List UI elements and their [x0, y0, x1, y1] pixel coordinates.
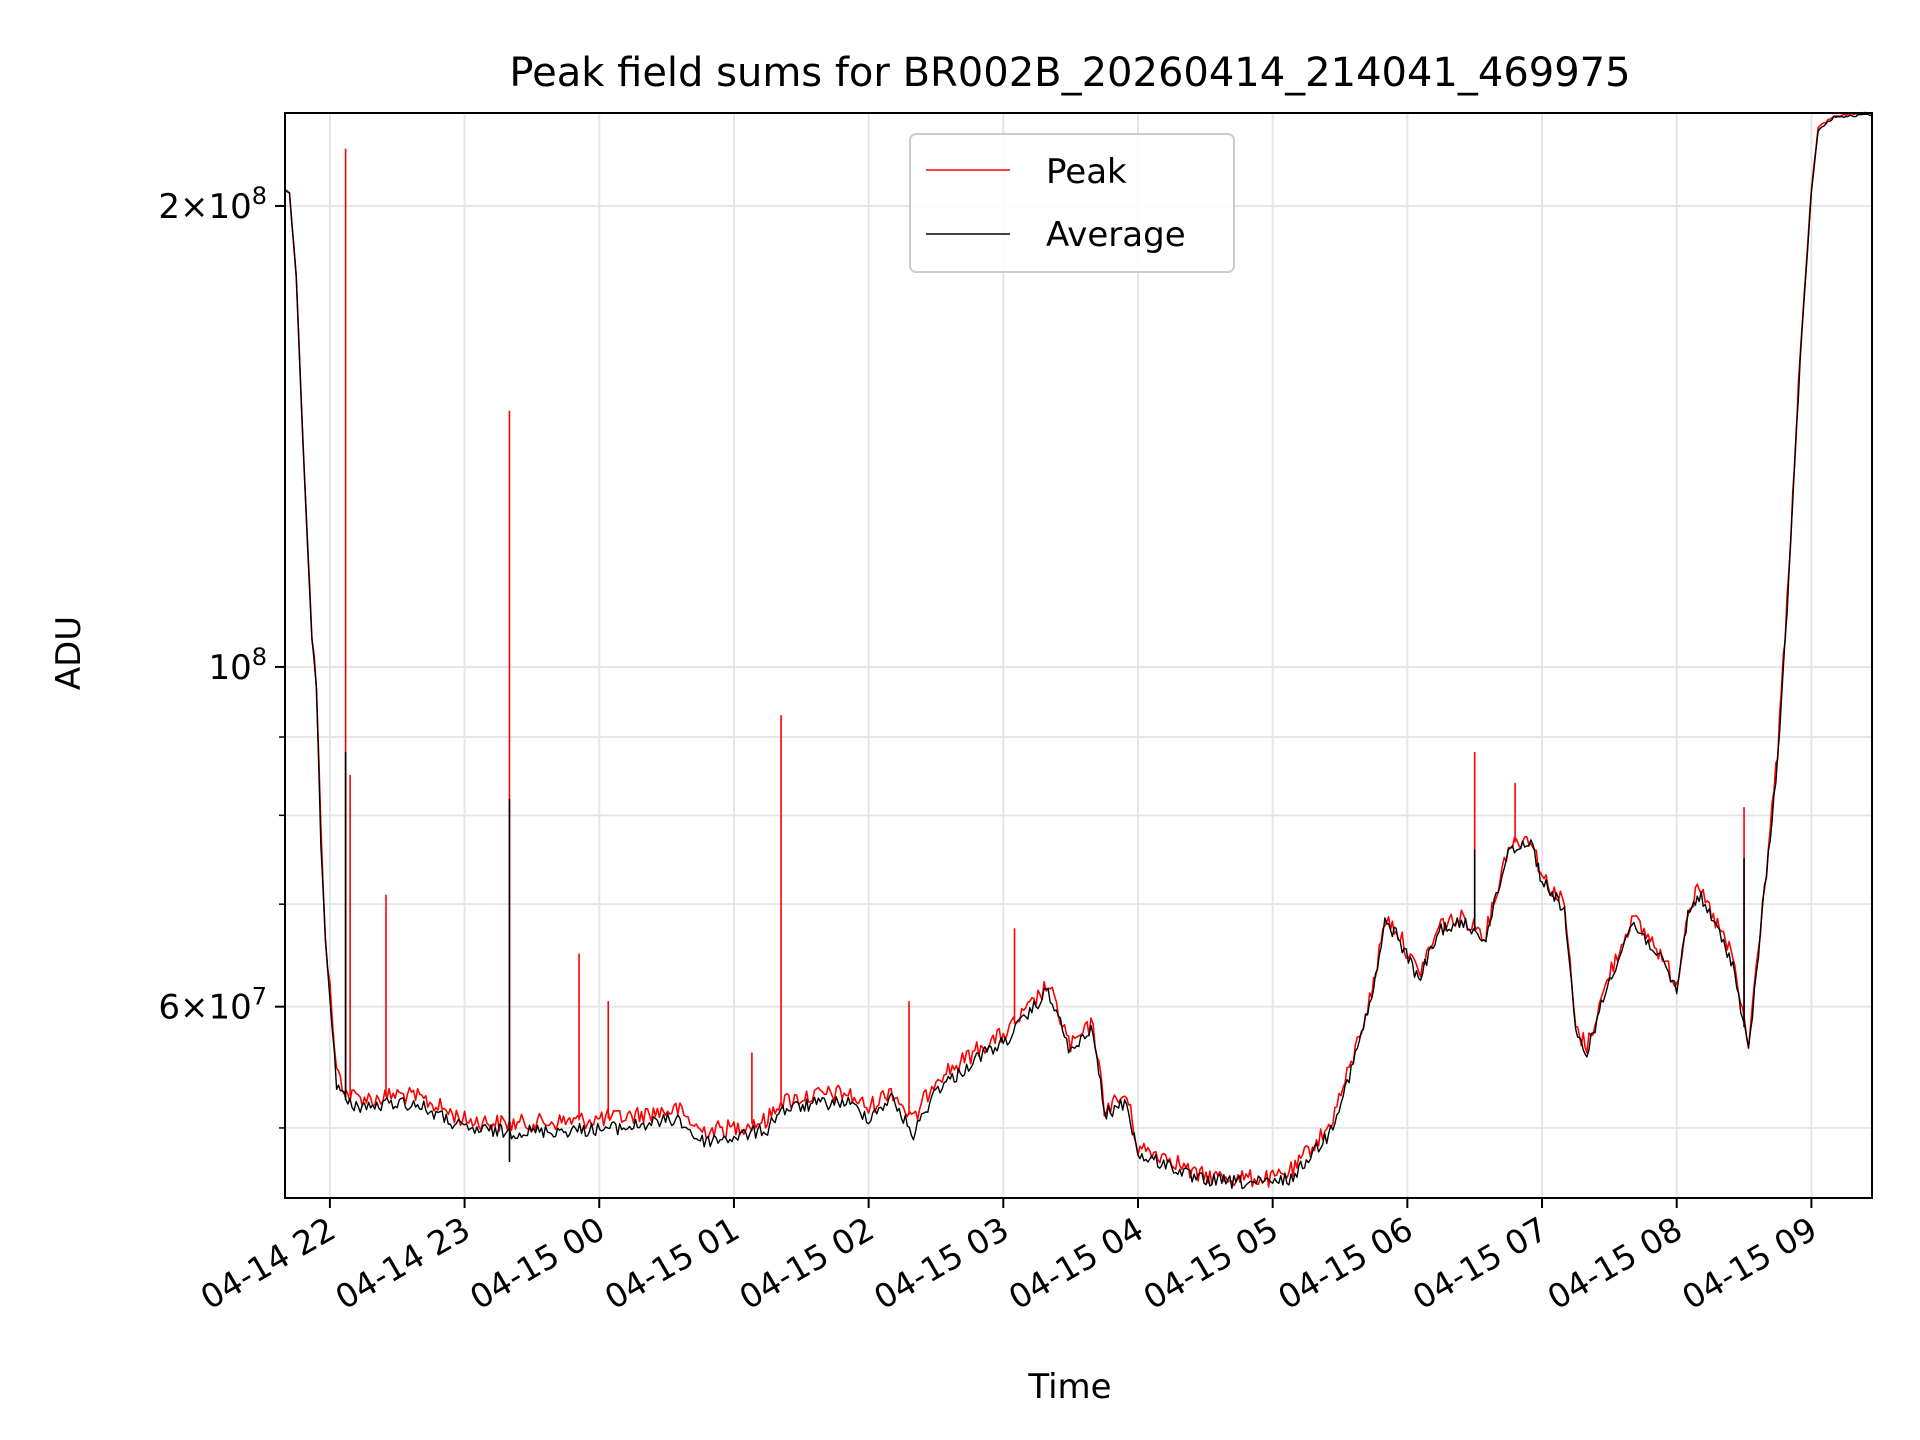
legend: Peak Average — [909, 133, 1235, 273]
y-tick-label: 108 — [208, 643, 267, 688]
y-tick-label: 6×107 — [158, 983, 267, 1028]
series-line-average — [284, 113, 1873, 1190]
y-tick-label: 2×108 — [158, 182, 267, 227]
plot-series — [284, 111, 1873, 1190]
y-axis-label: ADU — [49, 616, 89, 690]
grid-lines — [285, 113, 1872, 1198]
legend-peak-label: Peak — [1046, 152, 1127, 192]
plot-frame — [284, 112, 1873, 1199]
legend-average-label: Average — [1046, 215, 1186, 255]
x-axis-label: Time — [1027, 1367, 1111, 1407]
series-line-peak — [284, 111, 1872, 1188]
chart-title: Peak field sums for BR002B_20260414_2140… — [509, 50, 1630, 96]
legend-box — [909, 133, 1235, 273]
